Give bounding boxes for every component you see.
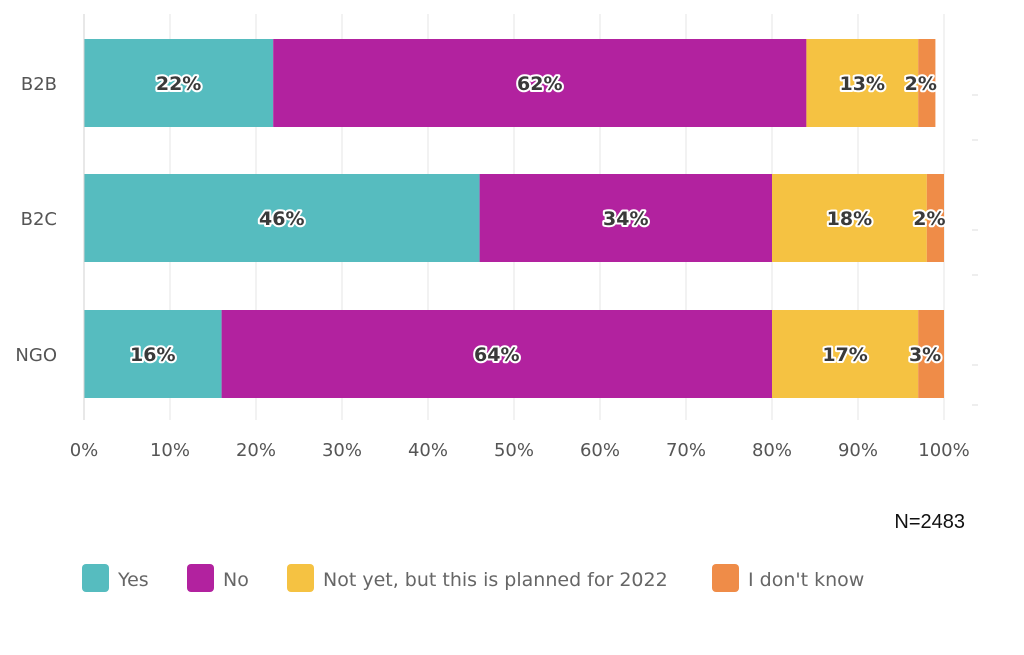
bar-segment <box>273 39 807 127</box>
legend: Yes No Not yet, but this is planned for 20… <box>82 564 864 592</box>
data-label: 34% <box>603 208 648 230</box>
sample-size-note: N=2483 <box>894 511 965 533</box>
x-tick-label: 0% <box>70 440 99 461</box>
bar-segment <box>84 39 274 127</box>
data-label: 2% <box>905 73 937 95</box>
legend-label: Yes <box>117 569 149 591</box>
bar-segment <box>772 310 919 398</box>
x-tick-label: 60% <box>580 440 620 461</box>
bar-segment <box>84 174 480 262</box>
data-label: 13% <box>840 73 885 95</box>
bar-segment <box>918 310 944 398</box>
legend-label: No <box>223 569 249 591</box>
category-label: B2B <box>21 74 57 95</box>
x-tick-label: 90% <box>838 440 878 461</box>
x-tick-label: 40% <box>408 440 448 461</box>
legend-swatch <box>287 564 314 592</box>
bar-segment <box>806 39 919 127</box>
bar-segment <box>221 310 773 398</box>
data-label: 16% <box>130 344 175 366</box>
category-label: NGO <box>15 345 57 366</box>
data-label: 18% <box>827 208 872 230</box>
legend-swatch <box>82 564 109 592</box>
bar-segment <box>926 174 944 262</box>
bar-segment <box>479 174 772 262</box>
data-label: 3% <box>909 344 941 366</box>
legend-swatch <box>187 564 214 592</box>
bars <box>84 39 944 398</box>
legend-label: I don't know <box>748 569 864 591</box>
x-tick-label: 80% <box>752 440 792 461</box>
data-label: 62% <box>517 73 562 95</box>
category-label: B2C <box>21 209 57 230</box>
legend-swatch <box>712 564 739 592</box>
data-label: 2% <box>913 208 945 230</box>
data-labels: 22% 62% 13% 2% 46% 34% 18% 2% 16% 64% 17% 3% <box>128 71 947 368</box>
data-label: 64% <box>474 344 519 366</box>
data-label: 17% <box>822 344 867 366</box>
data-label: 46% <box>259 208 304 230</box>
legend-label: Not yet, but this is planned for 2022 <box>323 569 668 591</box>
bar-segment <box>918 39 936 127</box>
bar-segment <box>84 310 222 398</box>
x-tick-label: 10% <box>150 440 190 461</box>
x-tick-label: 20% <box>236 440 276 461</box>
axes: B2B B2C NGO 0% 10% 20% 30% 40% 50% 60% 70% 80% 90% 10… <box>15 14 970 461</box>
x-tick-label: 30% <box>322 440 362 461</box>
data-label: 22% <box>156 73 201 95</box>
x-tick-label: 100% <box>918 440 969 461</box>
bar-segment <box>772 174 927 262</box>
x-tick-label: 50% <box>494 440 534 461</box>
x-tick-label: 70% <box>666 440 706 461</box>
